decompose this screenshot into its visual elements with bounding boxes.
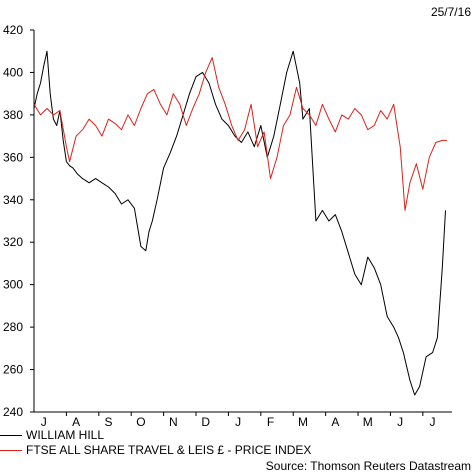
- y-tick-label: 240: [3, 405, 23, 419]
- x-tick-label: J: [235, 415, 241, 429]
- y-tick-label: 340: [3, 193, 23, 207]
- source-note: Source: Thomson Reuters Datastream: [265, 459, 471, 473]
- y-axis: 240 260 280 300 320 340 360 380 400 420: [3, 23, 35, 419]
- y-tick-label: 300: [3, 278, 23, 292]
- series-line-ftse-travel: [33, 57, 448, 211]
- x-tick-label: N: [169, 415, 178, 429]
- chart-date: 25/7/16: [430, 5, 471, 19]
- x-tick-label: A: [72, 415, 80, 429]
- y-tick-label: 420: [3, 23, 23, 37]
- x-tick-label: F: [267, 415, 274, 429]
- x-tick-label: J: [41, 415, 47, 429]
- x-tick-label: S: [105, 415, 113, 429]
- y-tick-label: 360: [3, 150, 23, 164]
- x-tick-label: M: [298, 415, 308, 429]
- x-tick-label: O: [136, 415, 145, 429]
- y-tick-label: 400: [3, 65, 23, 79]
- series-line-william-hill: [33, 50, 446, 396]
- y-tick-label: 260: [3, 363, 23, 377]
- y-tick-label: 320: [3, 235, 23, 249]
- x-tick-label: J: [397, 415, 403, 429]
- legend-label-ftse-travel: FTSE ALL SHARE TRAVEL & LEIS £ - PRICE I…: [26, 443, 312, 457]
- legend-swatch-black: [0, 434, 22, 436]
- legend-label-william-hill: WILLIAM HILL: [26, 428, 105, 442]
- x-tick-label: J: [430, 415, 436, 429]
- x-tick-label: D: [201, 415, 210, 429]
- y-tick-label: 280: [3, 320, 23, 334]
- series-group: [33, 50, 448, 396]
- legend-swatch-red: [0, 449, 22, 451]
- x-tick-label: A: [331, 415, 339, 429]
- x-tick-label: M: [363, 415, 373, 429]
- legend-item-ftse-travel: FTSE ALL SHARE TRAVEL & LEIS £ - PRICE I…: [0, 443, 311, 457]
- y-tick-label: 380: [3, 108, 23, 122]
- legend-item-william-hill: WILLIAM HILL: [0, 428, 104, 442]
